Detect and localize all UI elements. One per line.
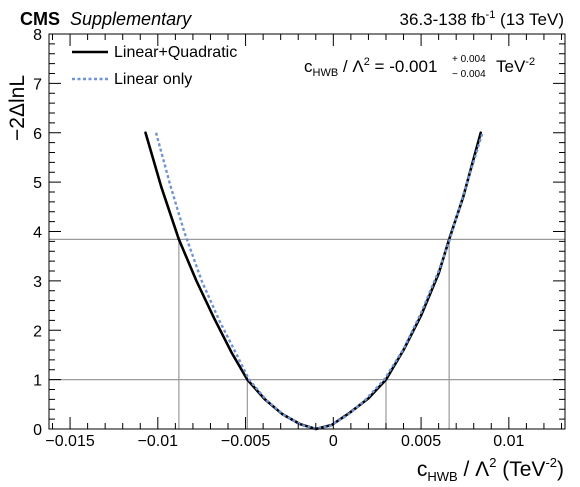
tag-label: Supplementary (70, 9, 192, 29)
result-unit: TeV-2 (496, 56, 535, 76)
y-tick-label: 1 (33, 373, 42, 390)
result-central: = -0.001 (370, 57, 438, 76)
best-fit-annotation: cHWB / Λ2 = -0.001 (304, 56, 437, 79)
reference-lines-layer (49, 238, 565, 429)
result-c-sub: HWB (313, 67, 339, 79)
x-tick-label: −0.005 (221, 433, 270, 450)
legend-label-linear-only: Linear only (114, 71, 192, 88)
result-unit-sup: -2 (525, 56, 535, 68)
lumi-value: 36.3-138 fb (400, 10, 486, 29)
y-tick-label: 2 (33, 323, 42, 340)
ticks-layer: −0.015 −0.01 −0.005 0 0.005 0.01 0 1 2 3 4 5 6 7 8 (33, 27, 565, 450)
experiment-label: CMS (20, 9, 60, 29)
y-tick-label: 8 (33, 27, 42, 44)
y-tick-label: 7 (33, 76, 42, 93)
x-title-lambda-sup: 2 (489, 455, 496, 470)
cms-header: CMS Supplementary (20, 9, 192, 29)
legend-label-linear-quadratic: Linear+Quadratic (114, 44, 237, 61)
y-tick-label: 5 (33, 175, 42, 192)
x-title-unit-close: ) (557, 458, 564, 481)
x-tick-label: −0.015 (45, 433, 94, 450)
y-tick-label: 3 (33, 274, 42, 291)
lumi-unit-sup: -1 (486, 9, 496, 21)
result-lambda: / Λ (338, 57, 364, 76)
x-title-unit-open: (TeV (496, 458, 545, 481)
legend: Linear+Quadratic Linear only (72, 44, 237, 88)
lumi-energy: (13 TeV) (495, 10, 564, 29)
y-tick-label: 6 (33, 126, 42, 143)
y-tick-label: 4 (33, 225, 42, 242)
result-error-up: + 0.004 (452, 54, 486, 65)
x-axis-title: cHWB / Λ2 (TeV-2) (417, 455, 564, 484)
x-tick-label: 0.01 (493, 433, 524, 450)
y-tick-label: 0 (33, 422, 42, 439)
result-lambda-sup: 2 (364, 56, 370, 68)
lumi-label: 36.3-138 fb-1 (13 TeV) (400, 9, 564, 29)
x-title-c-sub: HWB (427, 469, 457, 484)
x-title-lambda: / Λ (458, 458, 490, 481)
x-tick-label: 0.005 (401, 433, 441, 450)
result-c: c (304, 57, 313, 76)
y-axis-title: −2ΔlnL (6, 75, 29, 141)
x-tick-label: 0 (329, 433, 338, 450)
x-title-unit-sup: -2 (545, 455, 557, 470)
x-title-c: c (417, 458, 428, 481)
x-tick-label: −0.01 (138, 433, 179, 450)
result-unit-main: TeV (496, 57, 526, 76)
result-error-down: − 0.004 (452, 69, 486, 80)
